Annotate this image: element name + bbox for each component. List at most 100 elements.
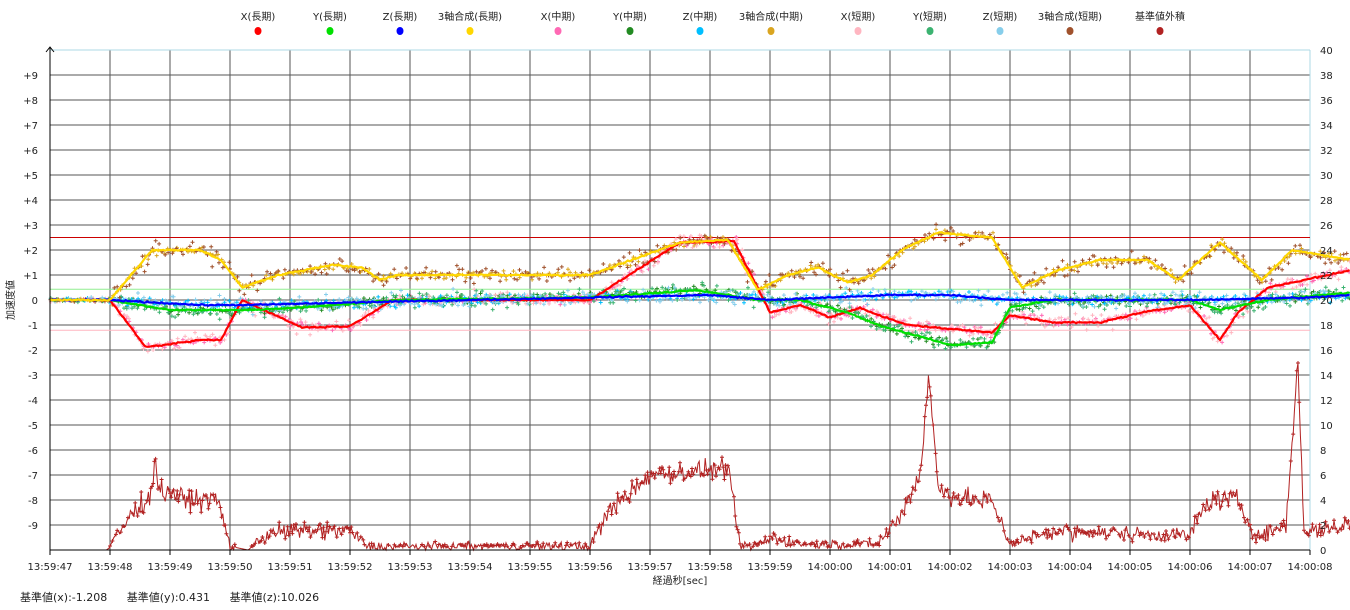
legend-marker-icon bbox=[996, 27, 1004, 35]
x-tick-label: 13:59:49 bbox=[148, 562, 193, 573]
legend-label: X(短期) bbox=[841, 10, 876, 23]
legend-label: 3軸合成(長期) bbox=[438, 10, 502, 23]
series-2-line bbox=[49, 293, 1350, 307]
y-tick-label: +2 bbox=[23, 246, 38, 257]
x-tick-label: 14:00:04 bbox=[1048, 562, 1093, 573]
legend-label: X(中期) bbox=[541, 10, 576, 23]
legend-item: Y(中期) bbox=[612, 10, 647, 35]
y2-tick-label: 10 bbox=[1320, 421, 1333, 432]
y2-tick-label: 32 bbox=[1320, 146, 1333, 157]
y2-tick-label: 30 bbox=[1320, 171, 1333, 182]
legend-label: 基準値外積 bbox=[1135, 10, 1185, 23]
legend-marker-icon bbox=[1156, 27, 1164, 35]
legend-item: X(長期) bbox=[241, 11, 275, 35]
x-tick-label: 13:59:59 bbox=[748, 562, 793, 573]
y-tick-label: +9 bbox=[23, 71, 38, 82]
legend-label: Z(長期) bbox=[383, 11, 418, 23]
legend-label: Y(中期) bbox=[612, 10, 647, 23]
legend-marker-icon bbox=[254, 27, 262, 35]
series-5-points bbox=[51, 282, 1350, 349]
legend-label: 3軸合成(中期) bbox=[739, 10, 803, 23]
y2-tick-label: 2 bbox=[1320, 521, 1326, 532]
legend-item: 3軸合成(短期) bbox=[1038, 10, 1102, 35]
legend-marker-icon bbox=[767, 27, 775, 35]
legend-label: Y(長期) bbox=[312, 11, 347, 23]
legend-item: X(短期) bbox=[841, 10, 876, 35]
legend-label: Z(中期) bbox=[683, 10, 718, 23]
y2-tick-label: 18 bbox=[1320, 321, 1333, 332]
legend-item: X(中期) bbox=[541, 10, 576, 35]
x-tick-label: 13:59:50 bbox=[208, 562, 253, 573]
legend-marker-icon bbox=[854, 27, 862, 35]
y2-tick-label: 14 bbox=[1320, 371, 1333, 382]
x-tick-label: 13:59:55 bbox=[508, 562, 553, 573]
x-tick-label: 13:59:53 bbox=[388, 562, 433, 573]
legend-item: Y(短期) bbox=[912, 10, 947, 35]
y2-tick-label: 22 bbox=[1320, 271, 1333, 282]
y2-tick-label: 20 bbox=[1320, 296, 1333, 307]
y-tick-label: +4 bbox=[23, 196, 38, 207]
axes: +9+8+7+6+5+4+3+2+10-1-2-3-4-5-6-7-8-9403… bbox=[23, 46, 1332, 573]
ref-z-value: 基準値(z):10.026 bbox=[229, 591, 320, 604]
legend-item: Z(長期) bbox=[383, 11, 418, 35]
y-tick-label: +5 bbox=[23, 171, 38, 182]
y-tick-label: +7 bbox=[23, 121, 38, 132]
y2-tick-label: 38 bbox=[1320, 71, 1333, 82]
y2-tick-label: 34 bbox=[1320, 121, 1333, 132]
x-tick-label: 14:00:08 bbox=[1288, 562, 1333, 573]
x-tick-label: 14:00:05 bbox=[1108, 562, 1153, 573]
legend-item: 3軸合成(中期) bbox=[739, 10, 803, 35]
legend-marker-icon bbox=[396, 27, 404, 35]
legend-item: 基準値外積 bbox=[1135, 10, 1185, 35]
y2-tick-label: 12 bbox=[1320, 396, 1333, 407]
y-tick-label: -1 bbox=[28, 321, 38, 332]
x-tick-label: 13:59:58 bbox=[688, 562, 733, 573]
y2-tick-label: 4 bbox=[1320, 496, 1326, 507]
y-tick-label: -4 bbox=[28, 396, 38, 407]
series-marks bbox=[48, 222, 1350, 552]
legend-item: 3軸合成(長期) bbox=[438, 10, 502, 35]
y2-tick-label: 16 bbox=[1320, 346, 1333, 357]
series-0-line bbox=[49, 239, 1350, 348]
legend-item: Z(短期) bbox=[983, 10, 1018, 35]
x-axis-label: 経過秒[sec] bbox=[653, 574, 708, 587]
ref-x-value: 基準値(x):-1.208 bbox=[20, 591, 108, 604]
x-tick-label: 13:59:47 bbox=[28, 562, 73, 573]
reference-values: 基準値(x):-1.208 基準値(y):0.431 基準値(z):10.026 bbox=[20, 589, 335, 605]
x-tick-label: 14:00:07 bbox=[1228, 562, 1273, 573]
y-axis-label: 加速度値 bbox=[4, 280, 17, 320]
y-axis-arrow-icon bbox=[45, 46, 55, 53]
y2-tick-label: 36 bbox=[1320, 96, 1333, 107]
y-tick-label: +6 bbox=[23, 146, 38, 157]
legend-item: Z(中期) bbox=[683, 10, 718, 35]
y2-tick-label: 26 bbox=[1320, 221, 1333, 232]
legend-label: Z(短期) bbox=[983, 10, 1018, 23]
y2-tick-label: 24 bbox=[1320, 246, 1333, 257]
x-tick-label: 14:00:03 bbox=[988, 562, 1033, 573]
y-tick-label: +3 bbox=[23, 221, 38, 232]
y-tick-label: -2 bbox=[28, 346, 38, 357]
x-tick-label: 13:59:56 bbox=[568, 562, 613, 573]
y2-tick-label: 28 bbox=[1320, 196, 1333, 207]
legend-marker-icon bbox=[626, 27, 634, 35]
y-tick-label: -6 bbox=[28, 446, 38, 457]
legend-marker-icon bbox=[926, 27, 934, 35]
legend-label: 3軸合成(短期) bbox=[1038, 10, 1102, 23]
ref-y-value: 基準値(y):0.431 bbox=[126, 591, 211, 604]
y-tick-label: -9 bbox=[28, 521, 38, 532]
x-tick-label: 13:59:51 bbox=[268, 562, 313, 573]
legend-marker-icon bbox=[326, 27, 334, 35]
x-tick-label: 14:00:02 bbox=[928, 562, 973, 573]
y-tick-label: -3 bbox=[28, 371, 38, 382]
y-tick-label: -5 bbox=[28, 421, 38, 432]
legend-marker-icon bbox=[554, 27, 562, 35]
grid bbox=[50, 49, 1311, 550]
legend: X(長期) Y(長期) Z(長期) 3軸合成(長期) X(中期) Y(中期) Z(中期) 3軸… bbox=[241, 10, 1185, 35]
legend-marker-icon bbox=[466, 27, 474, 35]
x-tick-label: 13:59:48 bbox=[88, 562, 133, 573]
series-3-line bbox=[49, 231, 1350, 302]
x-tick-label: 14:00:06 bbox=[1168, 562, 1213, 573]
x-tick-label: 14:00:01 bbox=[868, 562, 913, 573]
legend-marker-icon bbox=[696, 27, 704, 35]
